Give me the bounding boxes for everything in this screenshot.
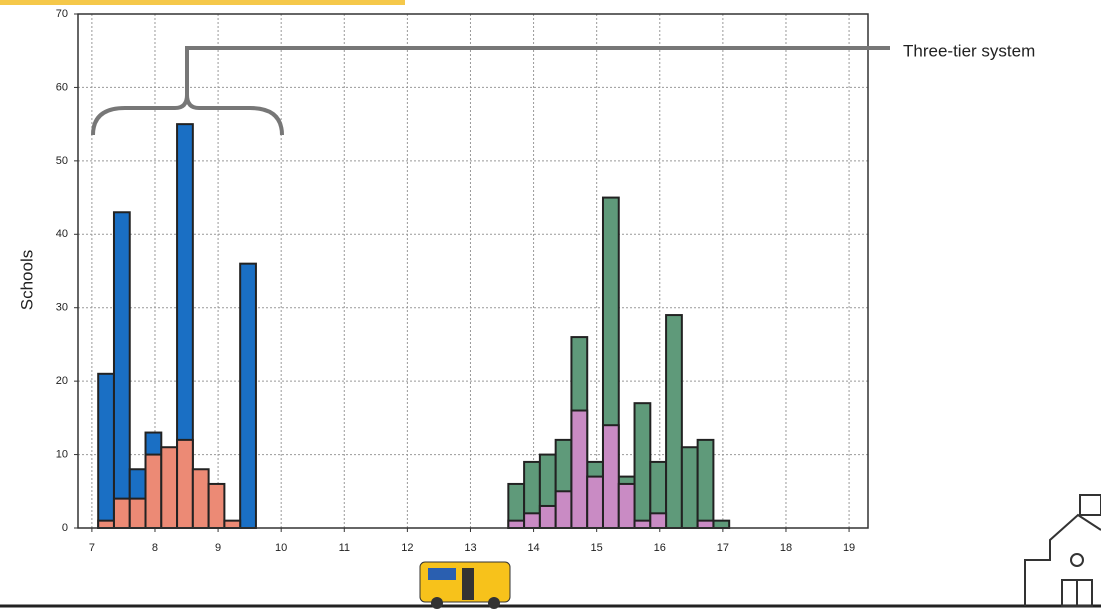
bus-icon xyxy=(420,562,510,609)
bar xyxy=(193,469,209,528)
school-icon xyxy=(1025,495,1101,606)
bar xyxy=(524,513,540,528)
y-tick-label: 40 xyxy=(56,228,68,240)
x-tick-label: 10 xyxy=(275,542,287,554)
bar xyxy=(177,440,193,528)
plot-frame xyxy=(78,14,868,528)
plot: 0 10 20 30 40 50 60 70 7 8 9 10 11 12 13 14 15 16 17 18 19 xyxy=(56,8,868,554)
y-tick-label: 0 xyxy=(62,522,68,534)
callout-line xyxy=(187,48,890,95)
x-tick-label: 18 xyxy=(780,542,792,554)
bar xyxy=(619,484,635,528)
x-tick-label: 12 xyxy=(401,542,413,554)
x-tick-label: 15 xyxy=(591,542,603,554)
y-tick-label: 50 xyxy=(56,155,68,167)
bar xyxy=(508,521,524,528)
bar xyxy=(146,455,162,528)
bar xyxy=(698,440,714,528)
bar xyxy=(650,513,666,528)
bar xyxy=(114,499,130,528)
bar xyxy=(224,521,240,528)
bar xyxy=(209,484,225,528)
chart: 0 10 20 30 40 50 60 70 7 8 9 10 11 12 13 14 15 16 17 18 19 S… xyxy=(0,0,1101,613)
page: {"chart_data": {"type": "histogram", "y_… xyxy=(0,0,1101,613)
bar xyxy=(587,477,603,528)
bar xyxy=(635,521,651,528)
bar xyxy=(98,521,114,528)
bar xyxy=(682,447,698,528)
x-tick-label: 11 xyxy=(339,542,350,554)
bar xyxy=(161,447,177,528)
x-tick-label: 7 xyxy=(89,542,95,554)
bar xyxy=(130,499,146,528)
y-tick-label: 70 xyxy=(56,8,68,20)
bar xyxy=(240,264,256,528)
bar xyxy=(698,521,714,528)
y-tick-label: 60 xyxy=(56,81,68,93)
bar xyxy=(713,521,729,528)
x-tick-label: 9 xyxy=(215,542,221,554)
bar xyxy=(635,403,651,528)
x-tick-label: 13 xyxy=(464,542,476,554)
x-tick-label: 19 xyxy=(843,542,855,554)
decor-strip xyxy=(0,0,405,5)
y-tick-label: 10 xyxy=(56,448,68,460)
y-axis-label: Schools xyxy=(17,250,36,310)
bar xyxy=(114,212,130,528)
bar xyxy=(556,491,572,528)
x-tick-label: 14 xyxy=(527,542,539,554)
bar xyxy=(98,374,114,528)
bar xyxy=(571,411,587,528)
y-tick-label: 30 xyxy=(56,302,68,314)
x-tick-label: 8 xyxy=(152,542,158,554)
x-tick-label: 16 xyxy=(654,542,666,554)
bar xyxy=(666,315,682,528)
bar xyxy=(603,425,619,528)
bar xyxy=(540,506,556,528)
x-tick-label: 17 xyxy=(717,542,729,554)
y-tick-label: 20 xyxy=(56,375,68,387)
annotation: Three-tier system xyxy=(903,41,1035,60)
